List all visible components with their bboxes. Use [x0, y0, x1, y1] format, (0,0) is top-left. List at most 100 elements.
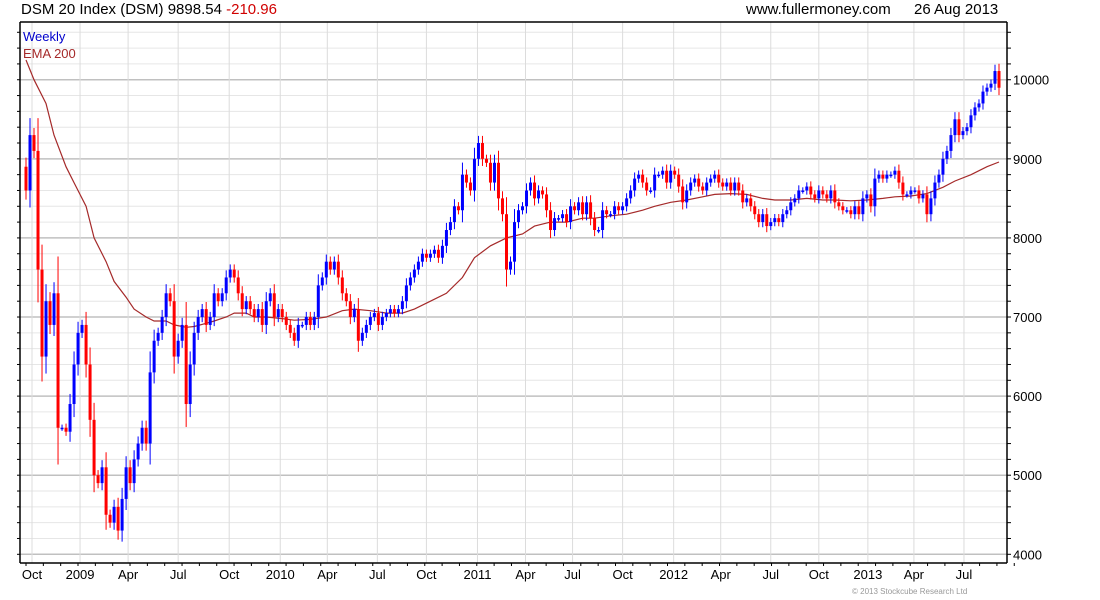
candle-down — [96, 475, 100, 484]
candle-up — [773, 218, 777, 223]
candle-up — [472, 158, 476, 191]
candle-up — [444, 230, 448, 246]
candle-up — [52, 293, 56, 325]
candle-down — [673, 170, 677, 175]
candle-up — [705, 182, 709, 191]
candle-up — [885, 174, 889, 179]
candle-down — [40, 269, 44, 357]
candle-down — [468, 182, 472, 191]
candle-up — [476, 143, 480, 159]
candle-up — [408, 277, 412, 286]
candle-up — [649, 190, 653, 192]
candle-up — [761, 214, 765, 223]
candle-up — [160, 317, 164, 333]
candle-up — [264, 301, 268, 325]
candle-up — [637, 174, 641, 179]
candle-up — [629, 190, 633, 199]
candle-down — [32, 135, 36, 151]
candle-up — [136, 443, 140, 460]
candle-up — [817, 190, 821, 199]
candle-down — [104, 467, 108, 515]
candle-up — [889, 174, 893, 177]
candle-down — [288, 324, 292, 333]
candle-up — [268, 293, 272, 302]
candle-up — [224, 277, 228, 294]
x-tick-label: Jul — [170, 567, 187, 582]
index-name-price: DSM 20 Index (DSM) 9898.54 — [21, 1, 222, 18]
x-tick-label: Jul — [564, 567, 581, 582]
candle-up — [388, 309, 392, 314]
candle-up — [805, 186, 809, 191]
candle-up — [661, 170, 665, 175]
candle-up — [961, 131, 965, 136]
candle-down — [641, 174, 645, 183]
website-link[interactable]: www.fullermoney.com — [746, 1, 891, 18]
candle-up — [304, 317, 308, 325]
candle-down — [757, 214, 761, 223]
candle-down — [280, 309, 284, 318]
candle-down — [549, 210, 553, 231]
candle-up — [653, 174, 657, 191]
candle-up — [985, 87, 989, 92]
y-tick-label: 5000 — [1013, 468, 1042, 483]
x-tick-label: 2013 — [853, 567, 882, 582]
candle-down — [729, 182, 733, 191]
x-tick-label: 2009 — [66, 567, 95, 582]
candle-up — [412, 269, 416, 278]
candle-up — [725, 182, 729, 187]
chart-date: 26 Aug 2013 — [914, 1, 999, 18]
candle-up — [921, 194, 925, 199]
candle-up — [949, 135, 953, 151]
candle-down — [837, 202, 841, 207]
x-tick-label: Apr — [904, 567, 925, 582]
candle-up — [941, 158, 945, 175]
candle-down — [356, 309, 360, 341]
candle-up — [112, 506, 116, 523]
candle-down — [348, 301, 352, 318]
candle-up — [192, 332, 196, 365]
x-tick-label: 2011 — [463, 567, 491, 582]
candle-down — [480, 143, 484, 159]
candle-down — [236, 277, 240, 294]
candle-up — [140, 427, 144, 444]
candle-down — [925, 194, 929, 215]
candle-up — [609, 214, 613, 216]
x-tick-label: 2012 — [659, 567, 688, 582]
candle-up — [316, 285, 320, 318]
candle-down — [741, 190, 745, 203]
candle-up — [428, 253, 432, 258]
candle-down — [308, 317, 312, 325]
candle-up — [176, 340, 180, 357]
candle-up — [440, 245, 444, 258]
candle-down — [376, 313, 380, 325]
candle-up — [152, 340, 156, 373]
candle-up — [969, 115, 973, 128]
candle-up — [569, 206, 573, 223]
candle-down — [336, 261, 340, 278]
candle-up — [72, 364, 76, 405]
candle-down — [204, 309, 208, 325]
candle-down — [252, 309, 256, 318]
candle-up — [364, 324, 368, 333]
candle-down — [84, 324, 88, 365]
y-tick-label: 7000 — [1013, 310, 1042, 325]
candle-up — [404, 285, 408, 302]
candle-up — [432, 249, 436, 254]
x-tick-label: Jul — [956, 567, 973, 582]
candle-up — [396, 309, 400, 314]
candle-down — [292, 332, 296, 341]
candle-up — [352, 309, 356, 318]
candle-up — [793, 198, 797, 203]
x-tick-label: Oct — [416, 567, 437, 582]
candle-down — [957, 119, 961, 136]
candle-down — [857, 206, 861, 215]
candle-down — [484, 158, 488, 163]
candle-up — [909, 190, 913, 195]
candle-down — [116, 506, 120, 531]
candle-up — [933, 182, 937, 199]
candle-up — [200, 309, 204, 318]
candle-down — [248, 301, 252, 310]
candle-up — [977, 103, 981, 108]
candle-up — [276, 309, 280, 318]
candle-up — [332, 261, 336, 270]
